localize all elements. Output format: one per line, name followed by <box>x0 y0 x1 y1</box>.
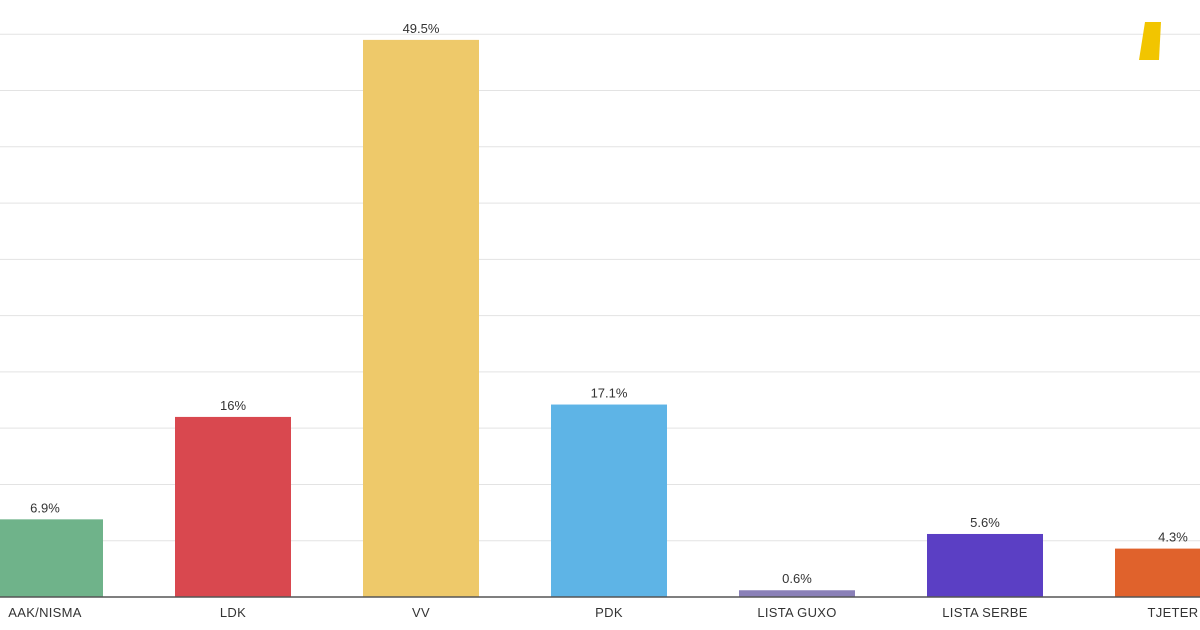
bar-tjeter <box>1115 548 1200 597</box>
category-label: LISTA GUXO <box>757 605 836 620</box>
bar-pdk <box>551 404 667 597</box>
value-labels: 6.9% 16% 49.5% 17.1% 0.6% 5.6% 4.3% <box>30 21 1188 586</box>
value-label: 49.5% <box>403 21 440 36</box>
bar-vv <box>363 39 479 598</box>
category-label: LDK <box>220 605 246 620</box>
bar-aak-nisma <box>0 519 103 597</box>
bar-ldk <box>175 416 291 597</box>
category-label: TJETER <box>1148 605 1199 620</box>
bar-lista-serbe <box>927 533 1043 597</box>
value-label: 0.6% <box>782 571 812 586</box>
value-label: 4.3% <box>1158 530 1188 545</box>
category-labels: AAK/NISMA LDK VV PDK LISTA GUXO LISTA SERBE TJ… <box>8 605 1198 620</box>
category-label: PDK <box>595 605 623 620</box>
category-label: VV <box>412 605 430 620</box>
value-label: 16% <box>220 398 246 413</box>
bar-lista-guxo <box>739 590 855 597</box>
value-label: 17.1% <box>591 386 628 401</box>
value-label: 5.6% <box>970 515 1000 530</box>
value-label: 6.9% <box>30 500 60 515</box>
yellow-logo-mark <box>1139 22 1161 60</box>
category-label: AAK/NISMA <box>8 605 82 620</box>
bars <box>0 39 1200 598</box>
category-label: LISTA SERBE <box>942 605 1027 620</box>
